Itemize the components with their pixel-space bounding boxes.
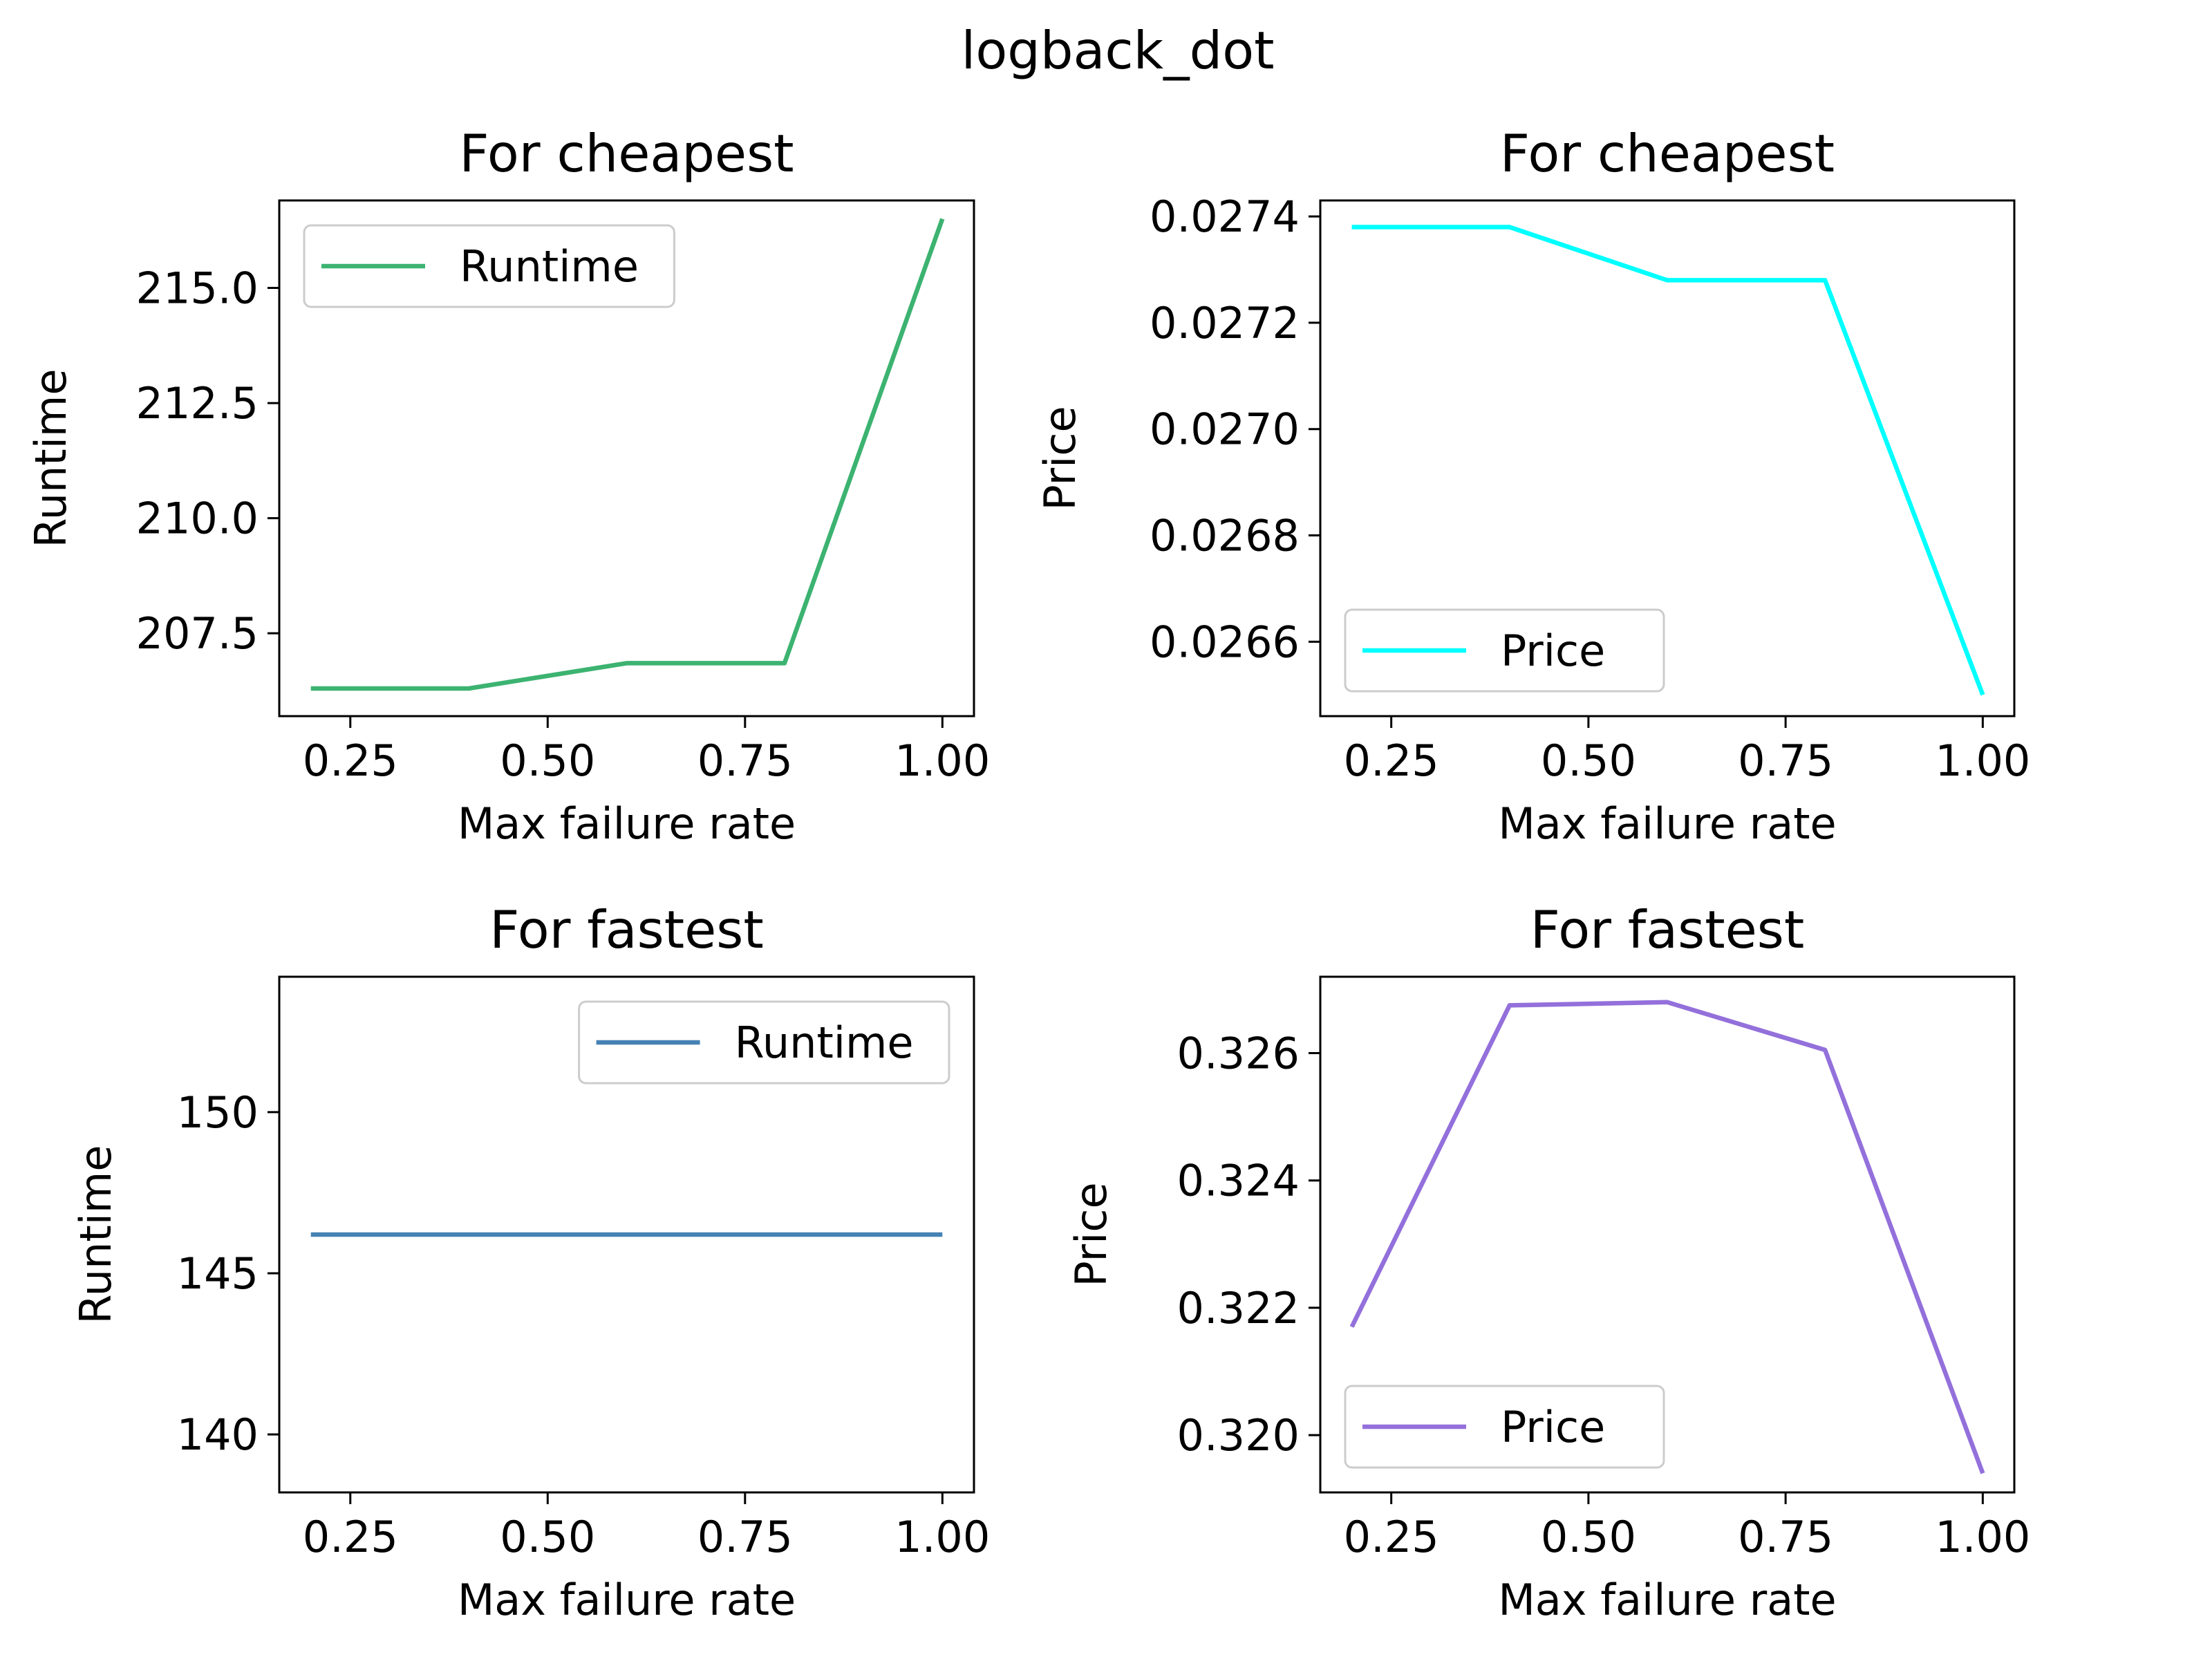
- series-line-price: [1351, 225, 1985, 696]
- x-tick-label: 0.25: [303, 1512, 398, 1562]
- x-tick-label: 0.25: [303, 735, 398, 786]
- legend: Runtime: [578, 1000, 950, 1085]
- subplot-3: For fastest 0.25 0.50 0.75 1.00 140 145 150 Max …: [71, 899, 990, 1625]
- y-tick-label: 0.0266: [1150, 617, 1300, 667]
- y-axis-label: Runtime: [26, 369, 76, 548]
- legend-label: Runtime: [460, 241, 639, 292]
- legend-label: Price: [1501, 626, 1605, 676]
- y-tick-label: 0.326: [1177, 1029, 1300, 1079]
- subplot-4: For fastest 0.25 0.50 0.75 1.00 0.320 0.322 0.3…: [1066, 899, 2030, 1625]
- series-line-runtime: [310, 218, 945, 691]
- legend-box: [578, 1000, 950, 1085]
- x-tick-label: 1.00: [1935, 1512, 2030, 1562]
- subplot-title: For cheapest: [459, 123, 794, 184]
- subplot-title: For cheapest: [1500, 123, 1835, 184]
- x-tick-label: 0.50: [500, 1512, 595, 1562]
- legend-label: Price: [1501, 1402, 1605, 1452]
- figure-suptitle: logback_dot: [962, 20, 1275, 81]
- legend: Price: [1344, 1385, 1665, 1469]
- y-tick-label: 0.0268: [1150, 511, 1300, 561]
- subplot-1: For cheapest 0.25 0.50 0.75 1.00 207.5 210.0 21…: [26, 123, 990, 849]
- x-tick-label: 0.25: [1344, 1512, 1439, 1562]
- axes-frame: [1319, 975, 2016, 1494]
- y-tick-label: 0.0270: [1150, 404, 1300, 455]
- subplot-title: For fastest: [489, 899, 764, 960]
- y-axis-label: Price: [1035, 406, 1085, 510]
- y-tick-label: 207.5: [136, 608, 259, 659]
- y-tick-label: 0.0274: [1150, 191, 1300, 242]
- x-tick-label: 1.00: [1935, 735, 2030, 786]
- y-tick-label: 0.324: [1177, 1156, 1300, 1206]
- x-tick-label: 0.50: [500, 735, 595, 786]
- x-tick-label: 0.75: [697, 1512, 793, 1562]
- x-tick-label: 0.75: [1738, 1512, 1833, 1562]
- subplot-grid: For cheapest 0.25 0.50 0.75 1.00 207.5 210.0 21…: [26, 123, 2030, 1625]
- x-axis-label: Max failure rate: [1498, 798, 1836, 849]
- legend: Price: [1344, 608, 1665, 693]
- x-axis-label: Max failure rate: [1498, 1575, 1836, 1625]
- series-line-price: [1349, 1000, 1985, 1474]
- x-tick-label: 0.50: [1541, 1512, 1636, 1562]
- x-tick-label: 1.00: [894, 1512, 990, 1562]
- legend-label: Runtime: [735, 1018, 914, 1068]
- legend-box: [1344, 1385, 1665, 1469]
- axes-frame: [1319, 199, 2016, 718]
- y-axis-label: Runtime: [71, 1145, 121, 1324]
- y-tick-label: 210.0: [136, 494, 259, 544]
- y-tick-label: 0.320: [1177, 1410, 1300, 1461]
- y-tick-label: 150: [177, 1087, 259, 1138]
- y-tick-label: 140: [177, 1409, 259, 1460]
- x-tick-label: 0.75: [697, 735, 793, 786]
- y-tick-label: 145: [177, 1248, 259, 1299]
- y-tick-label: 212.5: [136, 378, 259, 429]
- y-tick-label: 215.0: [136, 263, 259, 314]
- y-axis-label: Price: [1066, 1182, 1116, 1286]
- x-tick-label: 0.50: [1541, 735, 1636, 786]
- axes-frame: [278, 199, 975, 718]
- axes-frame: [278, 975, 975, 1494]
- x-tick-label: 0.75: [1738, 735, 1833, 786]
- y-tick-label: 0.0272: [1150, 298, 1300, 348]
- x-axis-label: Max failure rate: [458, 1575, 796, 1625]
- legend-box: [1344, 608, 1665, 693]
- legend-box: [303, 224, 675, 308]
- y-tick-label: 0.322: [1177, 1283, 1300, 1333]
- x-tick-label: 1.00: [894, 735, 990, 786]
- subplot-title: For fastest: [1530, 899, 1805, 960]
- subplot-2: For cheapest 0.25 0.50 0.75 1.00 0.0266 0.0268…: [1035, 123, 2030, 849]
- x-axis-label: Max failure rate: [458, 798, 796, 849]
- x-tick-label: 0.25: [1344, 735, 1439, 786]
- legend: Runtime: [303, 224, 675, 308]
